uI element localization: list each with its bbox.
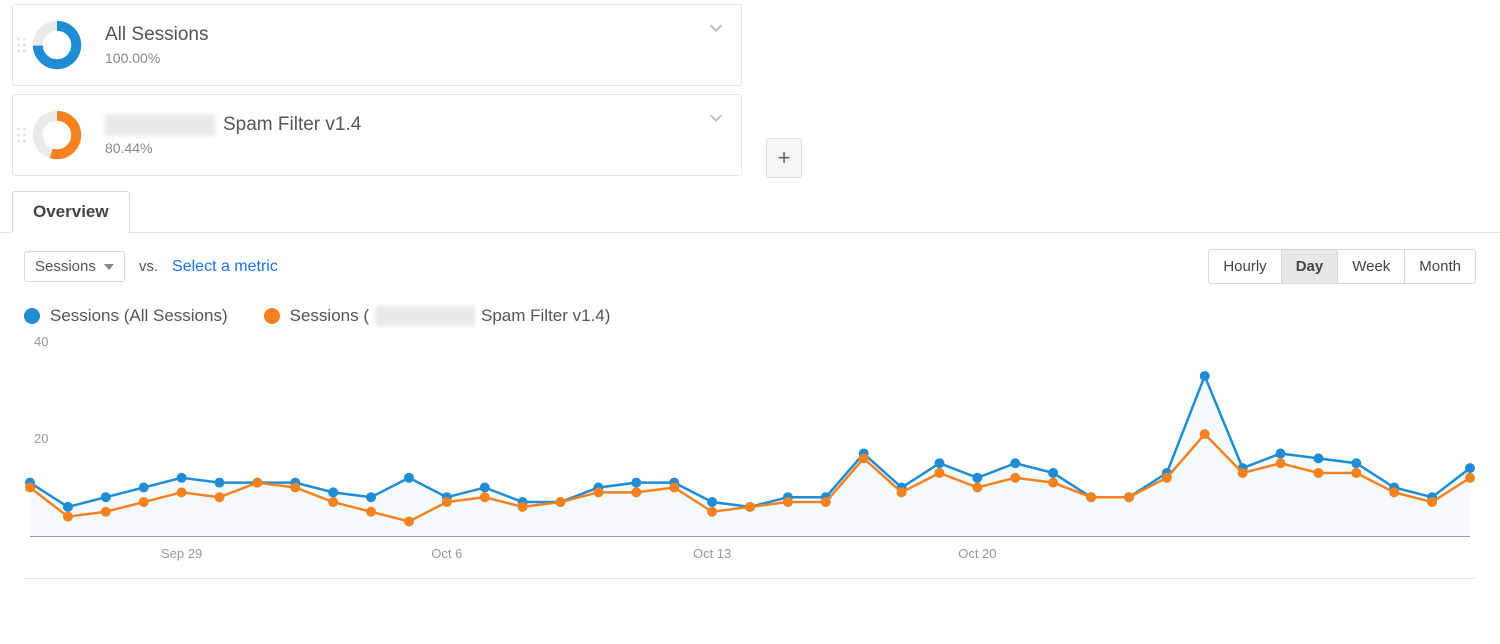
redacted-text xyxy=(375,306,475,326)
metric-dropdown[interactable]: Sessions xyxy=(24,251,125,282)
legend-label: Sessions ( xyxy=(290,306,369,326)
metric-dropdown-label: Sessions xyxy=(35,258,96,275)
vs-label: vs. xyxy=(139,258,158,275)
add-segment-button[interactable]: + xyxy=(766,138,802,178)
time-toggle-hourly[interactable]: Hourly xyxy=(1209,250,1281,283)
donut-icon-spam-filter xyxy=(31,109,83,161)
segment-title: All Sessions xyxy=(105,24,209,46)
redacted-text xyxy=(105,114,215,136)
legend-label: Sessions (All Sessions) xyxy=(50,306,228,326)
segment-card-spam-filter[interactable]: Spam Filter v1.4 80.44% xyxy=(12,94,742,176)
time-toggle-month[interactable]: Month xyxy=(1405,250,1475,283)
chevron-down-icon[interactable] xyxy=(705,17,723,35)
legend-item-all-sessions: Sessions (All Sessions) xyxy=(24,306,228,326)
segment-percent: 100.00% xyxy=(105,50,209,66)
time-toggle-week[interactable]: Week xyxy=(1338,250,1405,283)
svg-text:20: 20 xyxy=(34,431,48,446)
legend-dot-icon xyxy=(24,308,40,324)
svg-text:Oct 20: Oct 20 xyxy=(958,546,996,561)
svg-text:Oct 6: Oct 6 xyxy=(431,546,462,561)
select-metric-link[interactable]: Select a metric xyxy=(172,258,278,276)
legend-dot-icon xyxy=(264,308,280,324)
tab-bar: Overview xyxy=(0,190,1500,233)
donut-icon-all-sessions xyxy=(31,19,83,71)
sessions-line-chart: 20 40 Sep 29 Oct 6 Oct 13 Oct 20 xyxy=(0,330,1500,574)
time-toggle-day[interactable]: Day xyxy=(1282,250,1339,283)
legend-item-spam-filter: Sessions ( Spam Filter v1.4) xyxy=(264,306,611,326)
controls-row: Sessions vs. Select a metric HourlyDayWe… xyxy=(0,233,1500,292)
legend-label: Spam Filter v1.4) xyxy=(481,306,610,326)
segment-title: Spam Filter v1.4 xyxy=(105,114,361,136)
tab-overview[interactable]: Overview xyxy=(12,191,130,233)
svg-text:40: 40 xyxy=(34,336,48,349)
chevron-down-icon[interactable] xyxy=(705,107,723,125)
time-granularity-toggle: HourlyDayWeekMonth xyxy=(1208,249,1476,284)
segment-percent: 80.44% xyxy=(105,140,361,156)
svg-text:Oct 13: Oct 13 xyxy=(693,546,731,561)
caret-down-icon xyxy=(104,264,114,270)
segment-card-all-sessions[interactable]: All Sessions 100.00% xyxy=(12,4,742,86)
drag-handle-icon[interactable] xyxy=(17,38,26,53)
divider xyxy=(24,578,1476,579)
chart-legend: Sessions (All Sessions) Sessions ( Spam … xyxy=(0,292,1500,330)
drag-handle-icon[interactable] xyxy=(17,128,26,143)
svg-text:Sep 29: Sep 29 xyxy=(161,546,202,561)
